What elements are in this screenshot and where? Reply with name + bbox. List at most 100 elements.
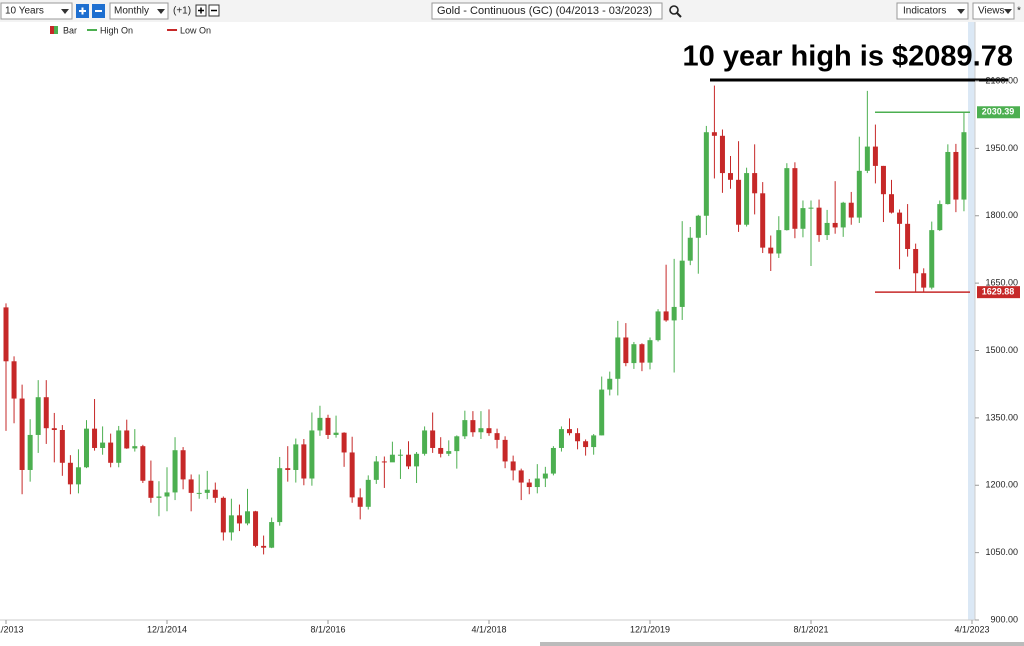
candle-body [446,451,452,454]
candle-body [365,479,371,507]
candle-body [172,450,178,493]
candle-body [301,444,307,479]
candle-body [534,478,540,488]
views-select[interactable] [972,2,1015,20]
y-tick-label: 1800.00 [985,210,1018,220]
candle-body [728,173,733,180]
legend-swatch [54,26,58,34]
dropdown-arrow [957,9,965,14]
y-tick-label: 900.00 [990,614,1018,624]
candle-body [261,545,267,548]
candle-body [188,479,194,493]
x-tick-label: 12/1/2014 [147,624,187,634]
x-tick-label: 8/1/2021 [793,624,828,634]
scroll-shade [968,22,975,620]
candle-body [228,515,234,533]
candle-body [204,489,210,493]
candle-body [583,441,589,448]
candle-body [542,473,548,479]
candle-body [872,146,878,166]
search-icon[interactable] [669,5,679,15]
legend-label: High On [100,25,133,35]
candle-body [373,461,379,480]
candle-body [889,194,894,213]
candle-body [293,444,299,470]
candle-body [454,436,460,452]
candle-body [253,511,259,546]
candle-body [108,442,114,463]
indicators-text: Indicators [903,6,946,17]
search-handle [676,12,682,18]
candle-body [19,398,25,470]
y-tick-label: 1950.00 [985,143,1018,153]
candle-body [59,430,65,463]
candle-body [760,193,766,248]
candle-body [269,522,275,548]
candle-body [639,344,645,363]
interval-text: Monthly [114,6,149,17]
symbol-text: Gold - Continuous (GC) (04/2013 - 03/202… [437,5,652,17]
candle-body [800,208,806,229]
candle-body [647,340,653,363]
candle-body [309,430,315,479]
symbol-box[interactable] [431,2,663,20]
reference-label: 1629.88 [982,287,1015,297]
candle-body [92,428,98,448]
candle-body [397,454,403,456]
candle-body [663,311,669,321]
candle-body [864,146,870,171]
candle-body [406,454,411,467]
candle-body [35,397,41,435]
candle-body [687,237,693,261]
candle-body [478,428,484,433]
candle-body [880,165,886,195]
candle-body [921,273,927,288]
candle-body [961,132,967,200]
x-tick-label: 4/1/2023 [954,624,989,634]
plus-icon [198,7,204,14]
candle-body [27,434,33,470]
candle-body [470,420,476,433]
candle-body [100,442,106,448]
candle-body [905,223,911,249]
reference-label: 2030.39 [982,107,1015,117]
candle-body [631,344,637,364]
candle-body [349,452,355,498]
candle-body [623,337,629,364]
candle-body [140,446,146,481]
candle-body [816,207,822,236]
candle-body [333,432,339,435]
candle-body [277,468,283,523]
candle-body [776,230,782,254]
x-tick-label: 4/1/2018 [471,624,506,634]
candle-body [11,361,17,399]
candle-body [558,429,564,448]
candle-body [567,429,572,434]
candle-body [848,202,854,218]
candle-body [438,447,444,454]
candle-body [945,151,951,205]
candle-body [695,215,701,238]
candle-body [325,417,331,435]
y-tick-label: 2100.00 [985,75,1018,85]
star-text: * [1017,6,1021,17]
period-select[interactable] [0,2,73,20]
interval-select[interactable] [109,2,169,20]
y-tick-label: 1500.00 [985,345,1018,355]
scrollbar[interactable] [540,642,1024,646]
candle-body [736,179,742,225]
candle-body [856,170,862,218]
indicators-select[interactable] [896,2,969,20]
candle-body [285,468,291,470]
candle-body [518,470,524,483]
candle-body [422,430,428,454]
candle-body [575,433,581,442]
reference-label-box [977,286,1020,299]
candle-body [67,462,73,485]
candle-body [148,480,154,498]
candle-body [744,173,750,225]
candle-body [245,511,250,524]
candle-body [220,497,226,533]
candle-body [591,435,597,448]
candle-body [937,204,943,231]
